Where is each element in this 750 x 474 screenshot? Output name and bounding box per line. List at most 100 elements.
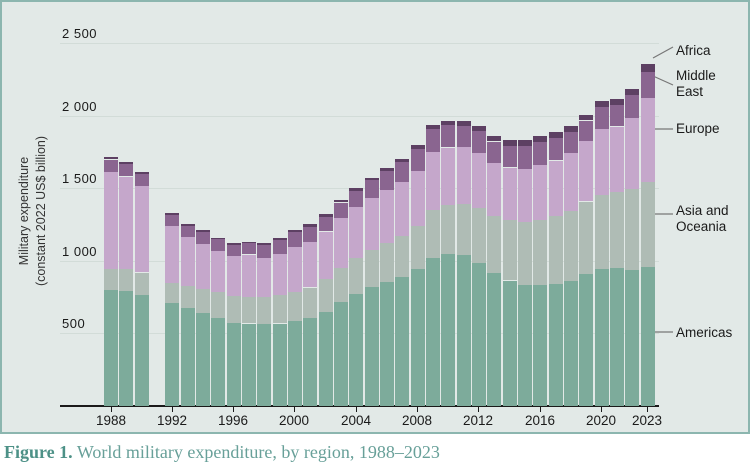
bar-segment-middle-east-1999: [272, 240, 287, 255]
bar-segment-africa-1993: [180, 224, 195, 226]
x-axis-tick-2000: [294, 407, 295, 412]
x-axis-tick-label-2020: 2020: [585, 413, 617, 428]
bar-segment-americas-2001: [303, 318, 318, 406]
x-axis-tick-2020: [601, 407, 602, 412]
bar-segment-africa-2012: [471, 125, 486, 131]
bar-segment-americas-2021: [609, 268, 624, 406]
bar-segment-europe-2010: [441, 147, 456, 205]
bar-segment-americas-1996: [226, 322, 241, 406]
bar-segment-middle-east-2002: [318, 216, 333, 232]
x-axis-tick-label-1996: 1996: [217, 413, 249, 428]
bar-segment-middle-east-1990: [134, 173, 149, 187]
bar-segment-africa-2015: [517, 140, 532, 147]
bar-segment-europe-2009: [425, 151, 440, 210]
bar-segment-europe-2017: [548, 160, 563, 217]
bar-segment-middle-east-2009: [425, 128, 440, 152]
bar-segment-asia-oceania-2003: [333, 267, 348, 302]
bar-segment-asia-oceania-2021: [609, 191, 624, 269]
bar-segment-middle-east-1998: [257, 244, 272, 258]
x-axis-tick-label-2023: 2023: [631, 413, 663, 428]
y-axis-tick-label-1000: 1 000: [62, 244, 98, 259]
bar-segment-europe-1997: [242, 254, 256, 297]
bar-segment-americas-1992: [165, 303, 180, 406]
bar-segment-africa-2004: [349, 187, 364, 191]
bar-segment-asia-oceania-1988: [104, 269, 118, 291]
bar-segment-americas-2016: [533, 285, 548, 406]
bar-segment-africa-1998: [257, 242, 272, 245]
bar-segment-africa-1994: [196, 229, 210, 232]
bar-segment-middle-east-1995: [211, 239, 226, 251]
bar-segment-asia-oceania-2014: [502, 220, 517, 281]
bar-segment-americas-2012: [471, 262, 486, 406]
bar-segment-africa-2014: [502, 140, 517, 147]
bar-segment-africa-2018: [563, 126, 578, 132]
bar-segment-africa-2007: [395, 158, 410, 162]
bar-segment-africa-1997: [242, 241, 256, 244]
bar-segment-asia-oceania-2005: [364, 249, 379, 288]
bar-segment-europe-2002: [318, 231, 333, 280]
bar-segment-middle-east-2019: [579, 120, 594, 141]
bar-segment-asia-oceania-2011: [456, 203, 471, 256]
legend-label-africa: Africa: [676, 43, 711, 58]
x-axis-tick-label-1992: 1992: [156, 413, 188, 428]
bar-segment-europe-1994: [196, 243, 210, 289]
gridline-2500: [60, 43, 659, 44]
bar-segment-middle-east-2001: [303, 226, 318, 242]
bar-segment-asia-oceania-1996: [226, 295, 241, 323]
bar-segment-americas-2014: [502, 280, 517, 406]
bar-segment-asia-oceania-2007: [395, 235, 410, 278]
bar-segment-africa-2003: [333, 199, 348, 203]
bar-segment-americas-2000: [288, 321, 302, 406]
legend-connector-lines: [651, 46, 674, 333]
bar-segment-asia-oceania-1994: [196, 289, 210, 313]
bar-segment-americas-2013: [487, 273, 502, 406]
bar-segment-africa-1989: [119, 162, 134, 165]
bar-segment-asia-oceania-2006: [379, 243, 394, 283]
bar-segment-europe-2022: [625, 117, 640, 189]
bar-segment-africa-1988: [104, 157, 118, 160]
bar-segment-europe-2019: [579, 140, 594, 202]
bar-segment-africa-2000: [288, 230, 302, 233]
bar-segment-europe-2005: [364, 197, 379, 250]
bar-segment-middle-east-2004: [349, 190, 364, 207]
bar-segment-middle-east-2015: [517, 146, 532, 169]
x-axis-tick-2004: [356, 407, 357, 412]
bar-segment-asia-oceania-1997: [242, 296, 256, 324]
bar-segment-asia-oceania-1993: [180, 286, 195, 308]
bar-segment-americas-1990: [134, 295, 149, 406]
y-axis-tick-label-2500: 2 500: [62, 26, 98, 41]
bar-segment-africa-2016: [533, 136, 548, 142]
x-axis-tick-label-2012: 2012: [462, 413, 494, 428]
figure-caption: Figure 1. World military expenditure, by…: [4, 442, 746, 463]
bar-segment-africa-2013: [487, 135, 502, 142]
bar-segment-europe-1992: [165, 226, 180, 283]
bar-segment-middle-east-2022: [625, 95, 640, 118]
bar-segment-middle-east-2014: [502, 146, 517, 168]
bar-segment-middle-east-2021: [609, 105, 624, 127]
bar-segment-asia-oceania-2012: [471, 208, 486, 263]
legend-label-middle-east: Middle East: [676, 68, 716, 100]
bar-segment-africa-2022: [625, 88, 640, 96]
bar-segment-europe-2004: [349, 206, 364, 259]
x-axis-tick-label-1988: 1988: [95, 413, 127, 428]
bar-segment-africa-2023: [640, 64, 655, 72]
bar-segment-europe-2012: [471, 152, 486, 209]
bar-segment-africa-2017: [548, 132, 563, 139]
bar-segment-americas-1994: [196, 312, 210, 406]
bar-segment-americas-2005: [364, 287, 379, 406]
bar-segment-europe-2016: [533, 165, 548, 221]
bar-segment-europe-1998: [257, 257, 272, 297]
bar-segment-americas-2015: [517, 284, 532, 406]
bar-segment-middle-east-2010: [441, 125, 456, 148]
bar-segment-americas-2022: [625, 269, 640, 406]
bar-segment-middle-east-2016: [533, 142, 548, 166]
bar-segment-middle-east-1996: [226, 244, 241, 256]
bar-segment-europe-1989: [119, 176, 134, 270]
bar-segment-africa-2020: [594, 100, 609, 107]
x-axis-tick-label-2008: 2008: [401, 413, 433, 428]
bar-segment-middle-east-1992: [165, 215, 180, 227]
chart-figure: Military expenditure (constant 2022 US$ …: [0, 0, 750, 434]
bar-segment-asia-oceania-1992: [165, 282, 180, 304]
bar-segment-americas-2011: [456, 255, 471, 406]
bar-segment-africa-1999: [272, 238, 287, 241]
